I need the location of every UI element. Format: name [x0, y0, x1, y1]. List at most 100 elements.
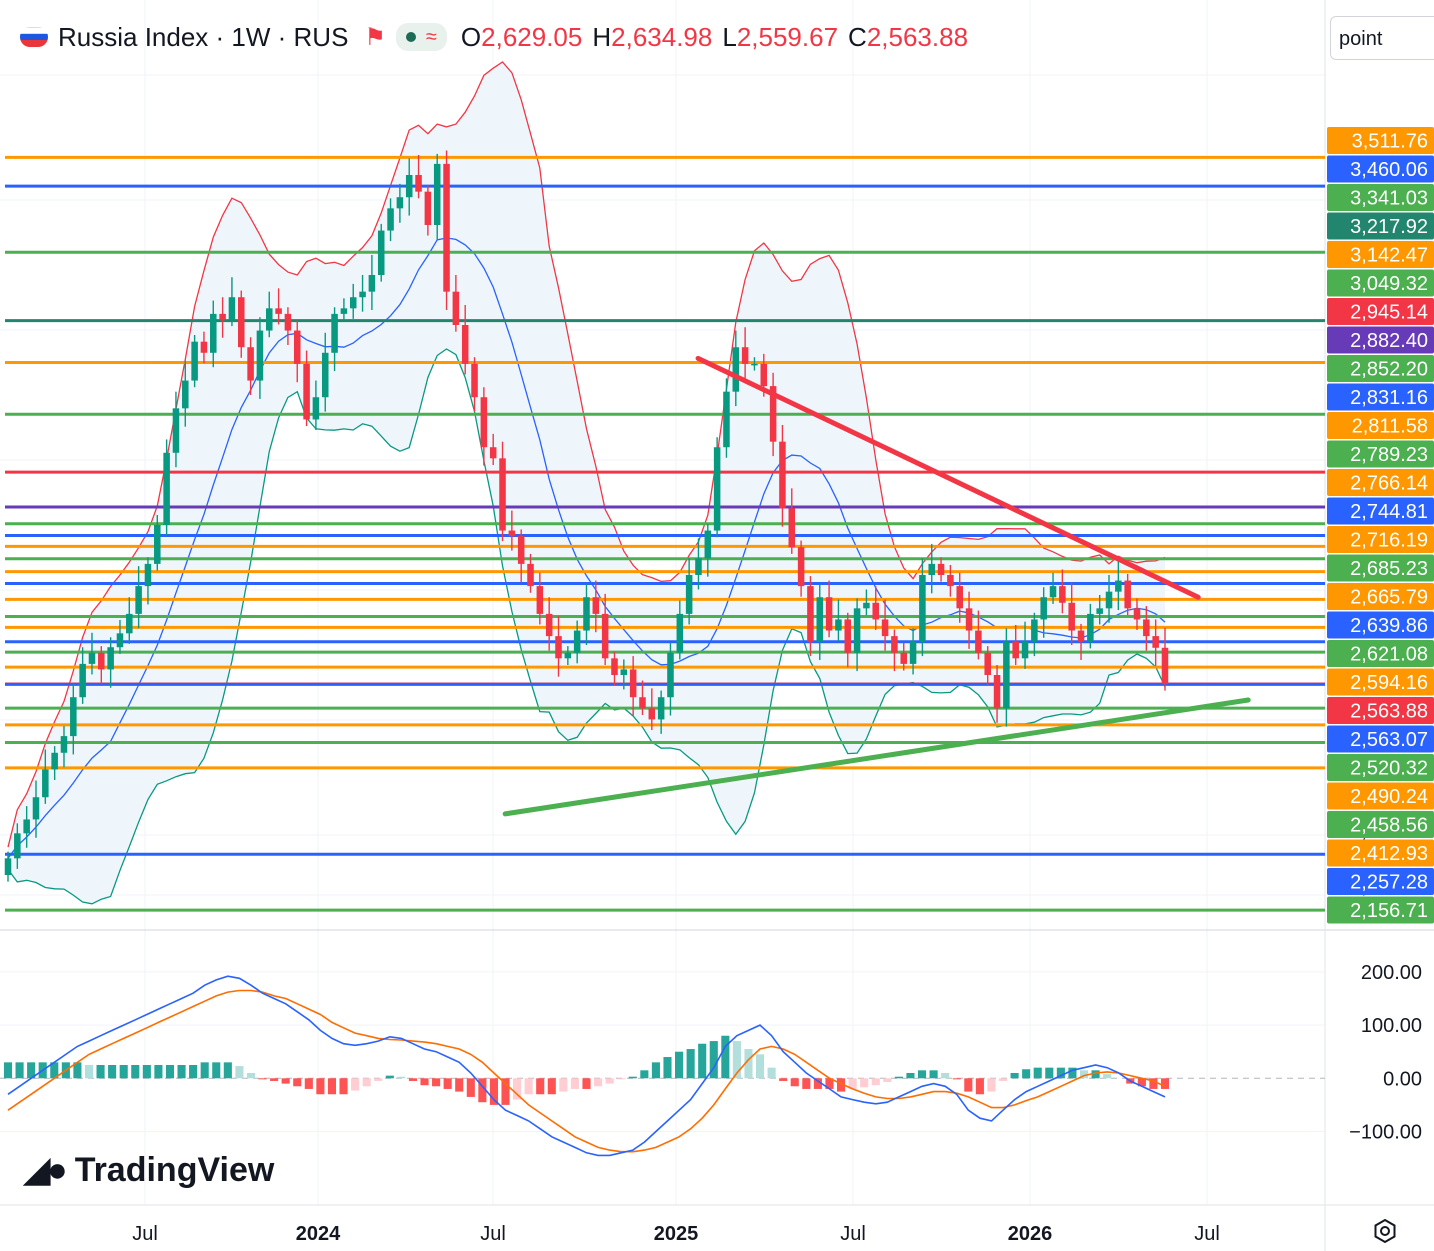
- candle-body[interactable]: [872, 602, 880, 620]
- candle-body[interactable]: [321, 352, 329, 398]
- candle-body[interactable]: [984, 652, 991, 675]
- candle-body[interactable]: [424, 191, 432, 225]
- candle-body[interactable]: [751, 363, 758, 366]
- candle-body[interactable]: [508, 530, 516, 537]
- flag-marker-icon[interactable]: ⚑: [364, 23, 386, 51]
- candle-body[interactable]: [835, 619, 842, 631]
- candle-body[interactable]: [88, 652, 96, 664]
- candle-body[interactable]: [275, 308, 282, 314]
- candle-body[interactable]: [60, 736, 68, 753]
- candle-body[interactable]: [928, 563, 935, 575]
- candle-body[interactable]: [741, 347, 749, 364]
- candle-body[interactable]: [788, 508, 796, 548]
- candle-body[interactable]: [695, 558, 702, 575]
- candle-body[interactable]: [396, 197, 404, 209]
- candle-body[interactable]: [1133, 608, 1141, 620]
- candle-body[interactable]: [1143, 619, 1150, 637]
- candle-body[interactable]: [359, 291, 366, 298]
- candle-body[interactable]: [303, 363, 310, 420]
- trendline-resistance[interactable]: [695, 355, 1201, 600]
- candle-body[interactable]: [956, 586, 963, 609]
- candle-body[interactable]: [256, 330, 264, 381]
- candle-body[interactable]: [779, 441, 786, 509]
- candle-body[interactable]: [685, 575, 693, 614]
- candle-body[interactable]: [723, 391, 730, 448]
- gear-icon[interactable]: [1372, 1218, 1398, 1244]
- candle-body[interactable]: [760, 363, 768, 387]
- candle-body[interactable]: [368, 275, 376, 292]
- candle-body[interactable]: [480, 397, 488, 448]
- candle-body[interactable]: [387, 208, 394, 231]
- candle-body[interactable]: [573, 630, 581, 653]
- candle-body[interactable]: [844, 619, 852, 653]
- candle-body[interactable]: [126, 613, 133, 634]
- candle-body[interactable]: [200, 341, 208, 353]
- candle-body[interactable]: [1124, 580, 1131, 609]
- candle-body[interactable]: [629, 669, 637, 698]
- candle-body[interactable]: [620, 669, 628, 675]
- candle-body[interactable]: [284, 313, 292, 331]
- candle-body[interactable]: [825, 597, 833, 631]
- candle-body[interactable]: [4, 858, 12, 875]
- candle-body[interactable]: [965, 608, 973, 631]
- candle-body[interactable]: [527, 563, 534, 587]
- candle-body[interactable]: [797, 547, 805, 587]
- candle-body[interactable]: [676, 613, 684, 653]
- candle-body[interactable]: [611, 658, 618, 675]
- candle-body[interactable]: [1161, 647, 1169, 684]
- candle-body[interactable]: [163, 452, 170, 525]
- candle-body[interactable]: [98, 652, 105, 670]
- candle-body[interactable]: [70, 697, 77, 737]
- candle-body[interactable]: [909, 641, 917, 664]
- tradingview-logo[interactable]: ◢● TradingView: [24, 1150, 274, 1190]
- candle-body[interactable]: [79, 663, 86, 698]
- candle-body[interactable]: [265, 308, 273, 331]
- candle-body[interactable]: [993, 675, 1001, 709]
- candle-body[interactable]: [639, 697, 646, 709]
- candle-body[interactable]: [51, 752, 58, 770]
- candle-body[interactable]: [881, 619, 889, 637]
- candle-body[interactable]: [377, 230, 385, 275]
- candle-body[interactable]: [172, 408, 180, 453]
- candle-body[interactable]: [23, 819, 30, 834]
- candle-body[interactable]: [1105, 591, 1113, 609]
- candle-body[interactable]: [545, 613, 553, 637]
- candle-body[interactable]: [135, 586, 142, 614]
- candle-body[interactable]: [769, 386, 777, 442]
- candle-body[interactable]: [1068, 602, 1075, 631]
- candle-body[interactable]: [816, 597, 824, 642]
- candle-body[interactable]: [853, 608, 861, 653]
- candle-body[interactable]: [443, 163, 450, 292]
- candle-body[interactable]: [517, 536, 525, 564]
- candle-body[interactable]: [583, 597, 590, 631]
- candle-body[interactable]: [947, 575, 954, 587]
- candle-body[interactable]: [1040, 597, 1047, 620]
- candle-body[interactable]: [433, 163, 441, 225]
- candle-body[interactable]: [704, 530, 712, 559]
- candle-body[interactable]: [405, 175, 413, 198]
- candle-body[interactable]: [1021, 641, 1029, 659]
- candle-body[interactable]: [919, 575, 926, 642]
- symbol-title[interactable]: Russia Index · 1W · RUS: [58, 21, 349, 52]
- candle-body[interactable]: [228, 297, 236, 320]
- candle-body[interactable]: [667, 652, 674, 698]
- candle-body[interactable]: [340, 308, 348, 314]
- candle-body[interactable]: [1087, 613, 1094, 642]
- candle-body[interactable]: [863, 602, 870, 609]
- indicator-pill[interactable]: ≈: [395, 23, 447, 51]
- candle-body[interactable]: [461, 325, 469, 364]
- candle-body[interactable]: [42, 769, 49, 798]
- candle-body[interactable]: [116, 633, 124, 648]
- candle-body[interactable]: [452, 291, 460, 325]
- candle-body[interactable]: [247, 347, 254, 381]
- candle-body[interactable]: [713, 447, 721, 531]
- candle-body[interactable]: [975, 630, 982, 653]
- candle-body[interactable]: [182, 380, 189, 409]
- candle-body[interactable]: [807, 586, 814, 642]
- candle-body[interactable]: [732, 347, 740, 392]
- candle-body[interactable]: [489, 447, 497, 459]
- candle-body[interactable]: [657, 697, 665, 720]
- candle-body[interactable]: [238, 297, 245, 348]
- candle-body[interactable]: [1031, 619, 1038, 642]
- candle-body[interactable]: [219, 313, 226, 320]
